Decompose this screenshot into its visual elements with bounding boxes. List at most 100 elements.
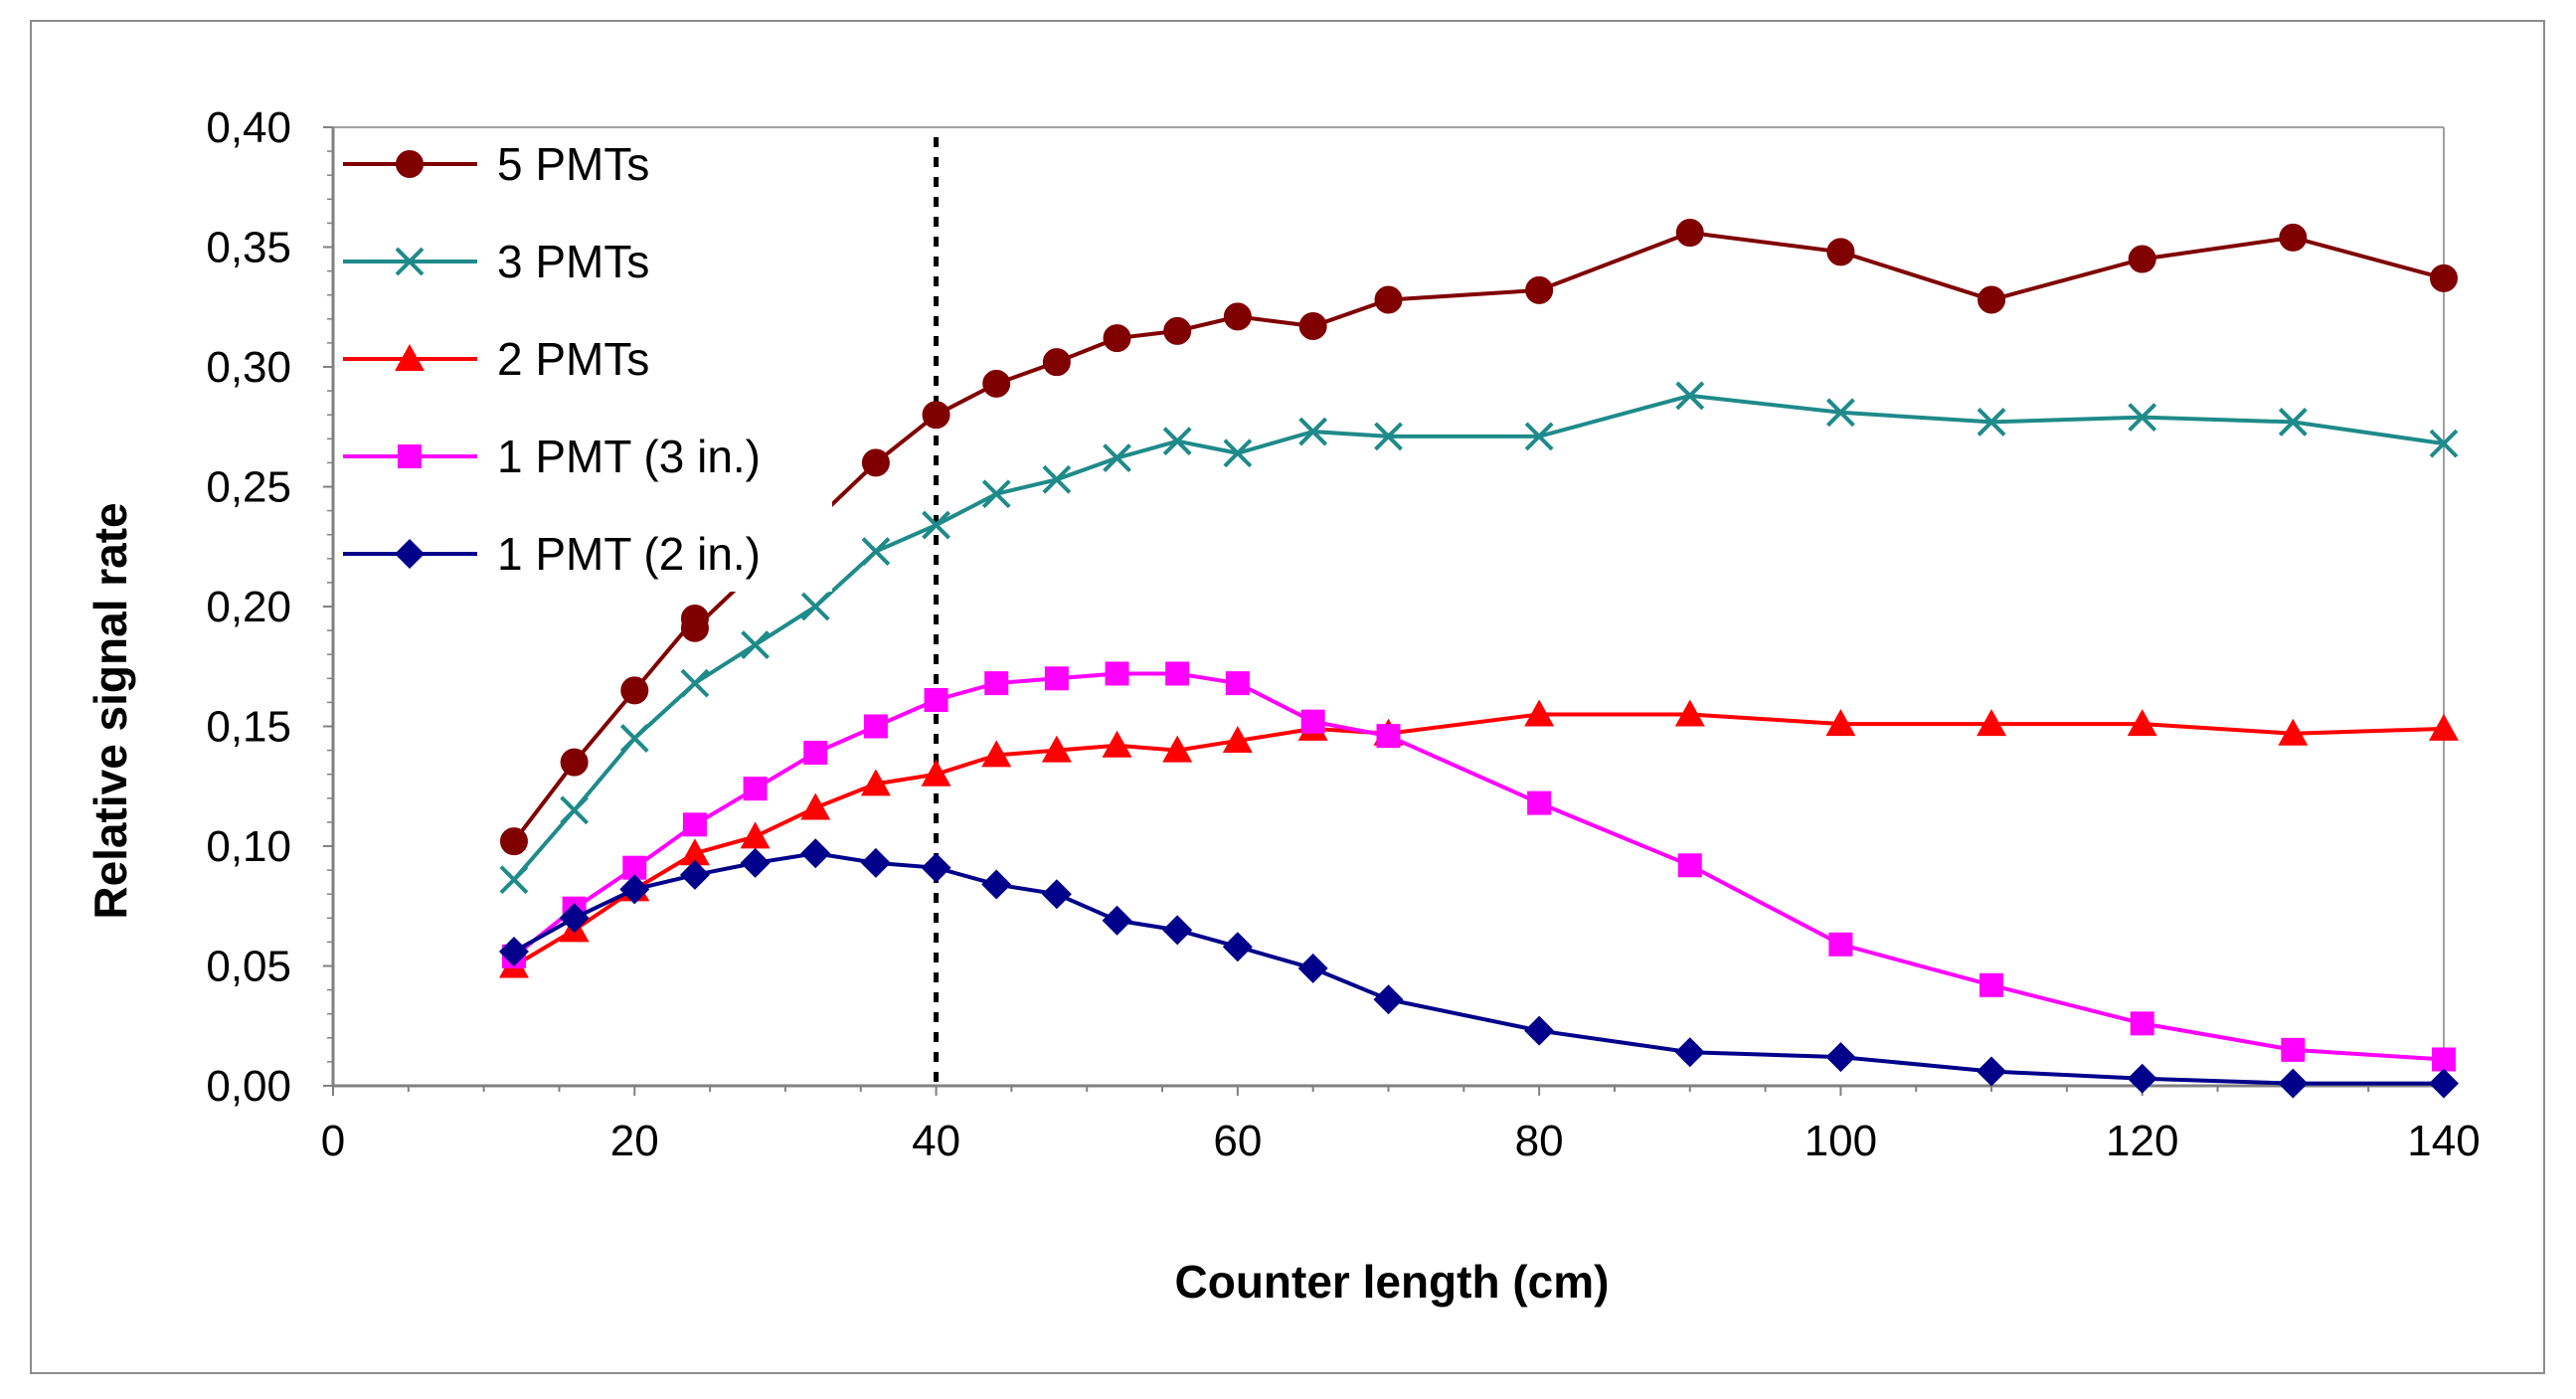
data-point xyxy=(680,668,710,698)
data-point xyxy=(1222,932,1253,962)
y-tick-label: 0,30 xyxy=(206,343,291,392)
tick-marks xyxy=(323,126,2445,1096)
data-point xyxy=(922,401,950,430)
data-point xyxy=(1165,661,1190,686)
data-point xyxy=(921,852,951,883)
series-4 xyxy=(498,838,2459,1099)
data-point xyxy=(924,687,948,712)
data-point xyxy=(800,838,831,869)
data-point xyxy=(1527,790,1552,815)
data-point xyxy=(803,741,828,766)
data-point xyxy=(1225,671,1250,696)
data-point xyxy=(498,937,529,967)
data-point xyxy=(679,859,710,890)
data-point xyxy=(1374,422,1403,451)
data-point xyxy=(1223,302,1252,331)
data-point xyxy=(499,865,529,895)
data-point xyxy=(2430,263,2458,292)
y-tick-label: 0,40 xyxy=(206,103,291,152)
data-point xyxy=(921,759,951,787)
y-tick-label: 0,10 xyxy=(206,822,291,871)
legend-marker xyxy=(395,539,425,569)
data-point xyxy=(1162,427,1192,456)
data-point xyxy=(861,537,891,566)
data-point xyxy=(2279,223,2308,252)
series-line xyxy=(512,671,2445,1062)
data-point xyxy=(2278,718,2309,746)
data-point xyxy=(2127,1063,2157,1094)
series-1 xyxy=(499,381,2459,895)
legend-label: 3 PMTs xyxy=(497,236,649,287)
data-point xyxy=(1979,972,2004,997)
legend: 5 PMTs 3 PMTs 2 PMTs 1 PMT (3 in.) 1 PMT (2 … xyxy=(335,129,832,592)
data-point xyxy=(863,714,888,739)
data-point xyxy=(743,777,768,801)
data-point xyxy=(1675,381,1705,411)
data-point xyxy=(1374,285,1403,314)
data-point xyxy=(1376,724,1401,749)
data-point xyxy=(2429,429,2459,458)
data-point xyxy=(1524,1015,1555,1046)
legend-label: 5 PMTs xyxy=(497,138,649,190)
data-point xyxy=(741,630,771,659)
data-point xyxy=(1675,219,1704,248)
data-point xyxy=(2432,1047,2456,1072)
y-tick-label: 0,35 xyxy=(206,224,291,272)
data-point xyxy=(1163,316,1192,345)
legend-label: 2 PMTs xyxy=(497,333,649,385)
data-point xyxy=(1222,725,1253,753)
series-line xyxy=(512,851,2444,1086)
data-point xyxy=(981,740,1012,768)
x-tick-label: 80 xyxy=(1515,1117,1564,1165)
data-point xyxy=(1162,735,1193,763)
x-tick-label: 120 xyxy=(2106,1117,2178,1165)
data-point xyxy=(560,748,589,777)
x-tick-label: 40 xyxy=(912,1117,960,1165)
data-point xyxy=(619,874,650,905)
legend-label: 1 PMT (3 in.) xyxy=(497,431,761,482)
data-point xyxy=(1977,285,2006,314)
data-point xyxy=(1103,443,1131,472)
data-point xyxy=(1825,709,1856,737)
data-point xyxy=(740,821,771,849)
y-tick-label: 0,05 xyxy=(206,943,291,991)
series-group xyxy=(498,219,2459,1099)
data-point xyxy=(1826,398,1855,428)
data-point xyxy=(2281,1037,2306,1062)
series-0 xyxy=(499,219,2458,856)
data-point xyxy=(1826,238,1855,266)
data-point xyxy=(1041,879,1072,910)
data-point xyxy=(981,869,1012,900)
data-point xyxy=(1298,312,1327,341)
axis-labels: 0 20 40 60 80 100 120 140 0,00 0,05 0,10 0,15 0,20 0,… xyxy=(206,103,2480,1165)
data-point xyxy=(1042,464,1072,494)
data-point xyxy=(2130,1011,2154,1036)
data-point xyxy=(1223,438,1253,468)
data-point xyxy=(1298,417,1328,446)
legend-label: 1 PMT (2 in.) xyxy=(497,528,761,580)
data-point xyxy=(2278,408,2308,437)
x-axis-title: Counter length (cm) xyxy=(1175,1256,1610,1308)
data-point xyxy=(1044,666,1069,691)
data-point xyxy=(922,510,950,540)
data-point xyxy=(1976,1056,2007,1087)
data-point xyxy=(1102,905,1132,936)
y-tick-label: 0,25 xyxy=(206,463,291,512)
data-point xyxy=(1825,1042,1856,1073)
data-point xyxy=(1042,348,1071,377)
data-point xyxy=(559,903,590,934)
x-tick-label: 0 xyxy=(321,1117,345,1165)
data-point xyxy=(1300,709,1325,734)
y-tick-label: 0,20 xyxy=(206,583,291,631)
data-point xyxy=(1976,709,2007,737)
legend-marker xyxy=(398,444,422,468)
data-point xyxy=(2128,403,2157,433)
x-tick-label: 20 xyxy=(610,1117,659,1165)
series-3 xyxy=(501,661,2456,1072)
legend-marker xyxy=(396,150,424,178)
legend-marker xyxy=(395,247,425,276)
data-point xyxy=(1102,730,1132,758)
data-point xyxy=(1103,324,1131,353)
legend-marker xyxy=(395,344,425,371)
